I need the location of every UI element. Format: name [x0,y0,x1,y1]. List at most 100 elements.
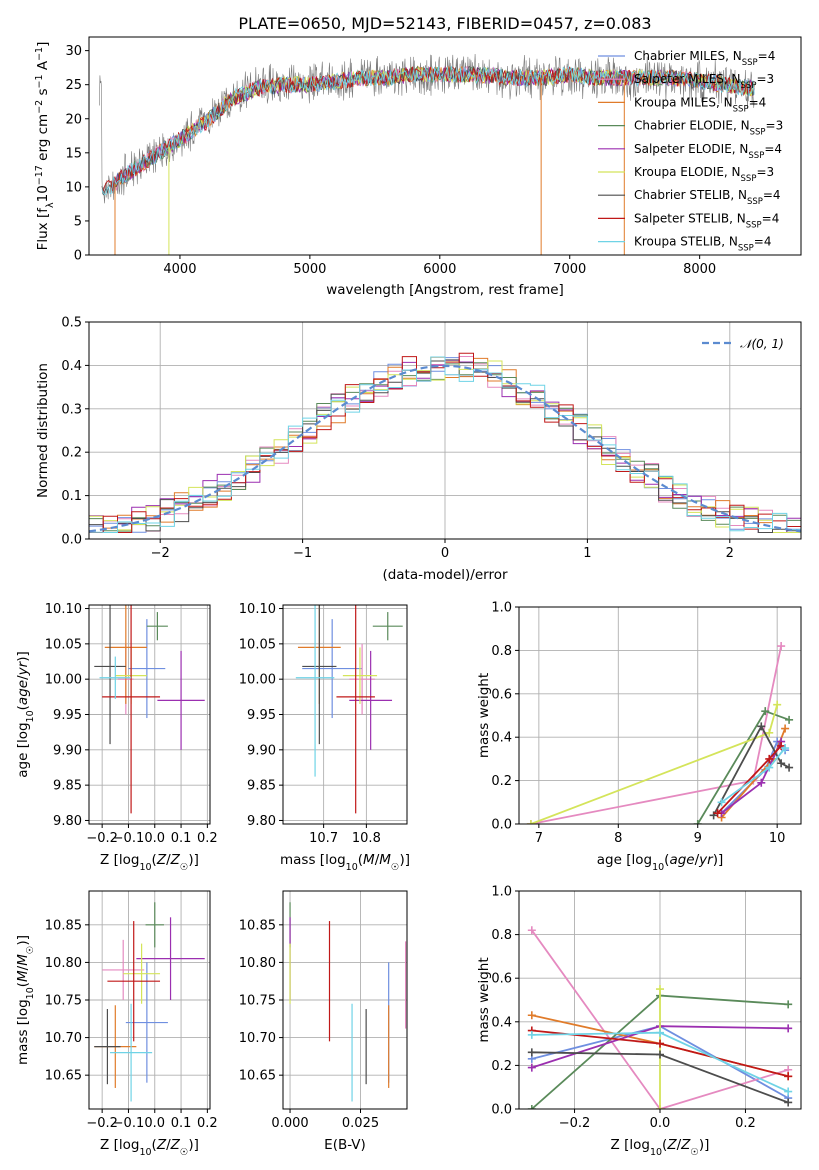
mass-weight-marker [693,820,702,824]
y-tick-label: 0.2 [491,774,512,789]
legend-entry: Kroupa ELODIE, NSSP=3 [634,165,774,184]
errorbar-point [349,650,393,750]
y-tick-label: 0.4 [491,731,512,746]
residuals-panel: −2 −1 0 1 2 0.0 0.1 0.2 0.3 0.4 0.5 (data-model)/er… [35,316,802,583]
mass-weight-marker [526,820,535,824]
errorbar-point [145,902,164,948]
mass-weight-marker [757,722,766,731]
x-tick-label: 1 [583,546,591,561]
mass_ebv-plot-area [289,902,407,1102]
x-tick-label: 6000 [423,262,456,277]
y-tick-label: 10.75 [239,994,276,1009]
x-tick-label: 0.1 [171,831,192,846]
x-tick-label: −0.2 [559,1116,591,1131]
age_z-x-label: Z [log10(Z/Z☉)] [100,852,199,873]
y-tick-label: 10.70 [239,1031,276,1046]
x-tick-label: −0.2 [86,831,118,846]
mass-weight-marker [784,1000,793,1009]
mass-weight-marker [527,1048,536,1057]
mass-weight-series [531,929,789,1109]
errorbar-point [102,605,161,814]
x-tick-label: −0.2 [86,1116,118,1131]
errorbar-point [157,650,205,750]
y-tick-label: 10.65 [239,1069,276,1084]
spectrum-legend: Chabrier MILES, NSSP=4 Salpeter MILES, NS… [598,49,783,254]
mass-weight-marker [656,1039,664,1048]
y-tick-label: 10.10 [45,602,82,617]
errorbar-point [107,921,161,1042]
age_mass-x-label: mass [log10(M/M☉)] [280,852,410,873]
mass-weight-marker [656,1105,664,1109]
weight_age-plot-area [526,642,794,824]
errorbar-point [336,605,375,814]
mass-weight-series [712,724,790,816]
mass-weight-marker [773,700,782,709]
y-tick-label: 0.1 [61,489,82,504]
y-tick-label: 10.00 [45,673,82,688]
x-tick-label: 7000 [553,262,586,277]
y-tick-label: 5 [74,214,82,229]
x-tick-label: 0.2 [197,1116,218,1131]
x-tick-label: −0.1 [113,1116,145,1131]
y-tick-label: 0.4 [491,1015,512,1030]
mass-weight-marker [781,744,790,753]
errorbar-point [342,647,378,704]
y-tick-label: 25 [65,78,82,93]
legend-entry: Chabrier STELIB, NSSP=4 [634,188,781,207]
weight_z-plot-area [527,926,793,1109]
age_z-plot-area [94,605,205,814]
y-tick-label: 1.0 [491,601,512,616]
y-tick-label: 0.8 [491,928,512,943]
x-tick-label: 0.2 [735,1116,756,1131]
residuals-x-label: (data-model)/error [382,567,508,583]
y-tick-label: 9.80 [247,814,276,829]
legend-entry: Kroupa STELIB, NSSP=4 [634,235,772,254]
mass-weight-series [696,710,790,824]
legend-entry: Chabrier MILES, NSSP=4 [634,49,775,68]
errorbar-point [302,605,337,745]
y-tick-label: 0.2 [491,1059,512,1074]
x-tick-label: 2 [726,546,734,561]
mass-weight-marker [777,759,786,768]
mass-weight-marker [713,809,722,818]
y-tick-label: 0.0 [491,818,512,833]
errorbar-point [128,619,166,719]
x-tick-label: 8000 [683,262,716,277]
legend-entry: Salpeter STELIB, NSSP=4 [634,211,779,230]
weight_age-panel: 7 8 9 10 0.0 0.2 0.4 0.6 0.8 1.0 age [log10(age/yr… [476,601,802,873]
x-tick-label: 0.0 [144,831,165,846]
y-tick-label: 9.80 [53,814,82,829]
mass-weight-marker [785,715,794,724]
spectrum-y-label: Flux [fλ10−17 erg cm−2 s−1 A−1] [34,42,56,251]
errorbar-point [94,605,126,745]
y-tick-label: 9.90 [247,743,276,758]
legend-entry: Chabrier ELODIE, NSSP=3 [634,119,783,138]
x-tick-label: −2 [151,546,170,561]
residuals-y-label: Normed distribution [35,363,51,498]
errorbar-point [99,656,132,699]
spectrum-panel: 4000 5000 6000 7000 8000 0 5 10 15 20 25 30 waveleng… [34,36,802,298]
y-tick-label: 0.2 [61,446,82,461]
y-tick-label: 15 [65,146,82,161]
x-tick-label: −0.1 [113,831,145,846]
spectrum-frame [88,36,802,256]
mass-weight-series [716,745,782,814]
mass-weight-marker [781,724,790,733]
y-tick-label: 10.65 [45,1069,82,1084]
age_z-y-label: age [log10(age/yr)] [15,651,36,778]
mass-weight-marker [765,763,774,772]
mass-weight-marker [777,642,786,651]
mass-weight-marker [717,798,726,807]
spectrum-plot-area [99,53,755,255]
mass-weight-marker [784,1024,793,1033]
y-tick-label: 1.0 [491,885,512,900]
mass-weight-marker [761,707,770,716]
spectrum-x-label: wavelength [Angstrom, rest frame] [326,282,564,298]
observed-spectrum [99,53,755,204]
y-tick-label: 9.95 [53,708,82,723]
y-tick-label: 9.85 [53,779,82,794]
errorbar-point [136,917,205,1000]
y-tick-label: 9.85 [247,779,276,794]
x-tick-label: 7 [535,831,543,846]
weight_z-panel: −0.2 0.0 0.2 0.0 0.2 0.4 0.6 0.8 1.0 Z [log10(Z/Z… [476,885,802,1158]
